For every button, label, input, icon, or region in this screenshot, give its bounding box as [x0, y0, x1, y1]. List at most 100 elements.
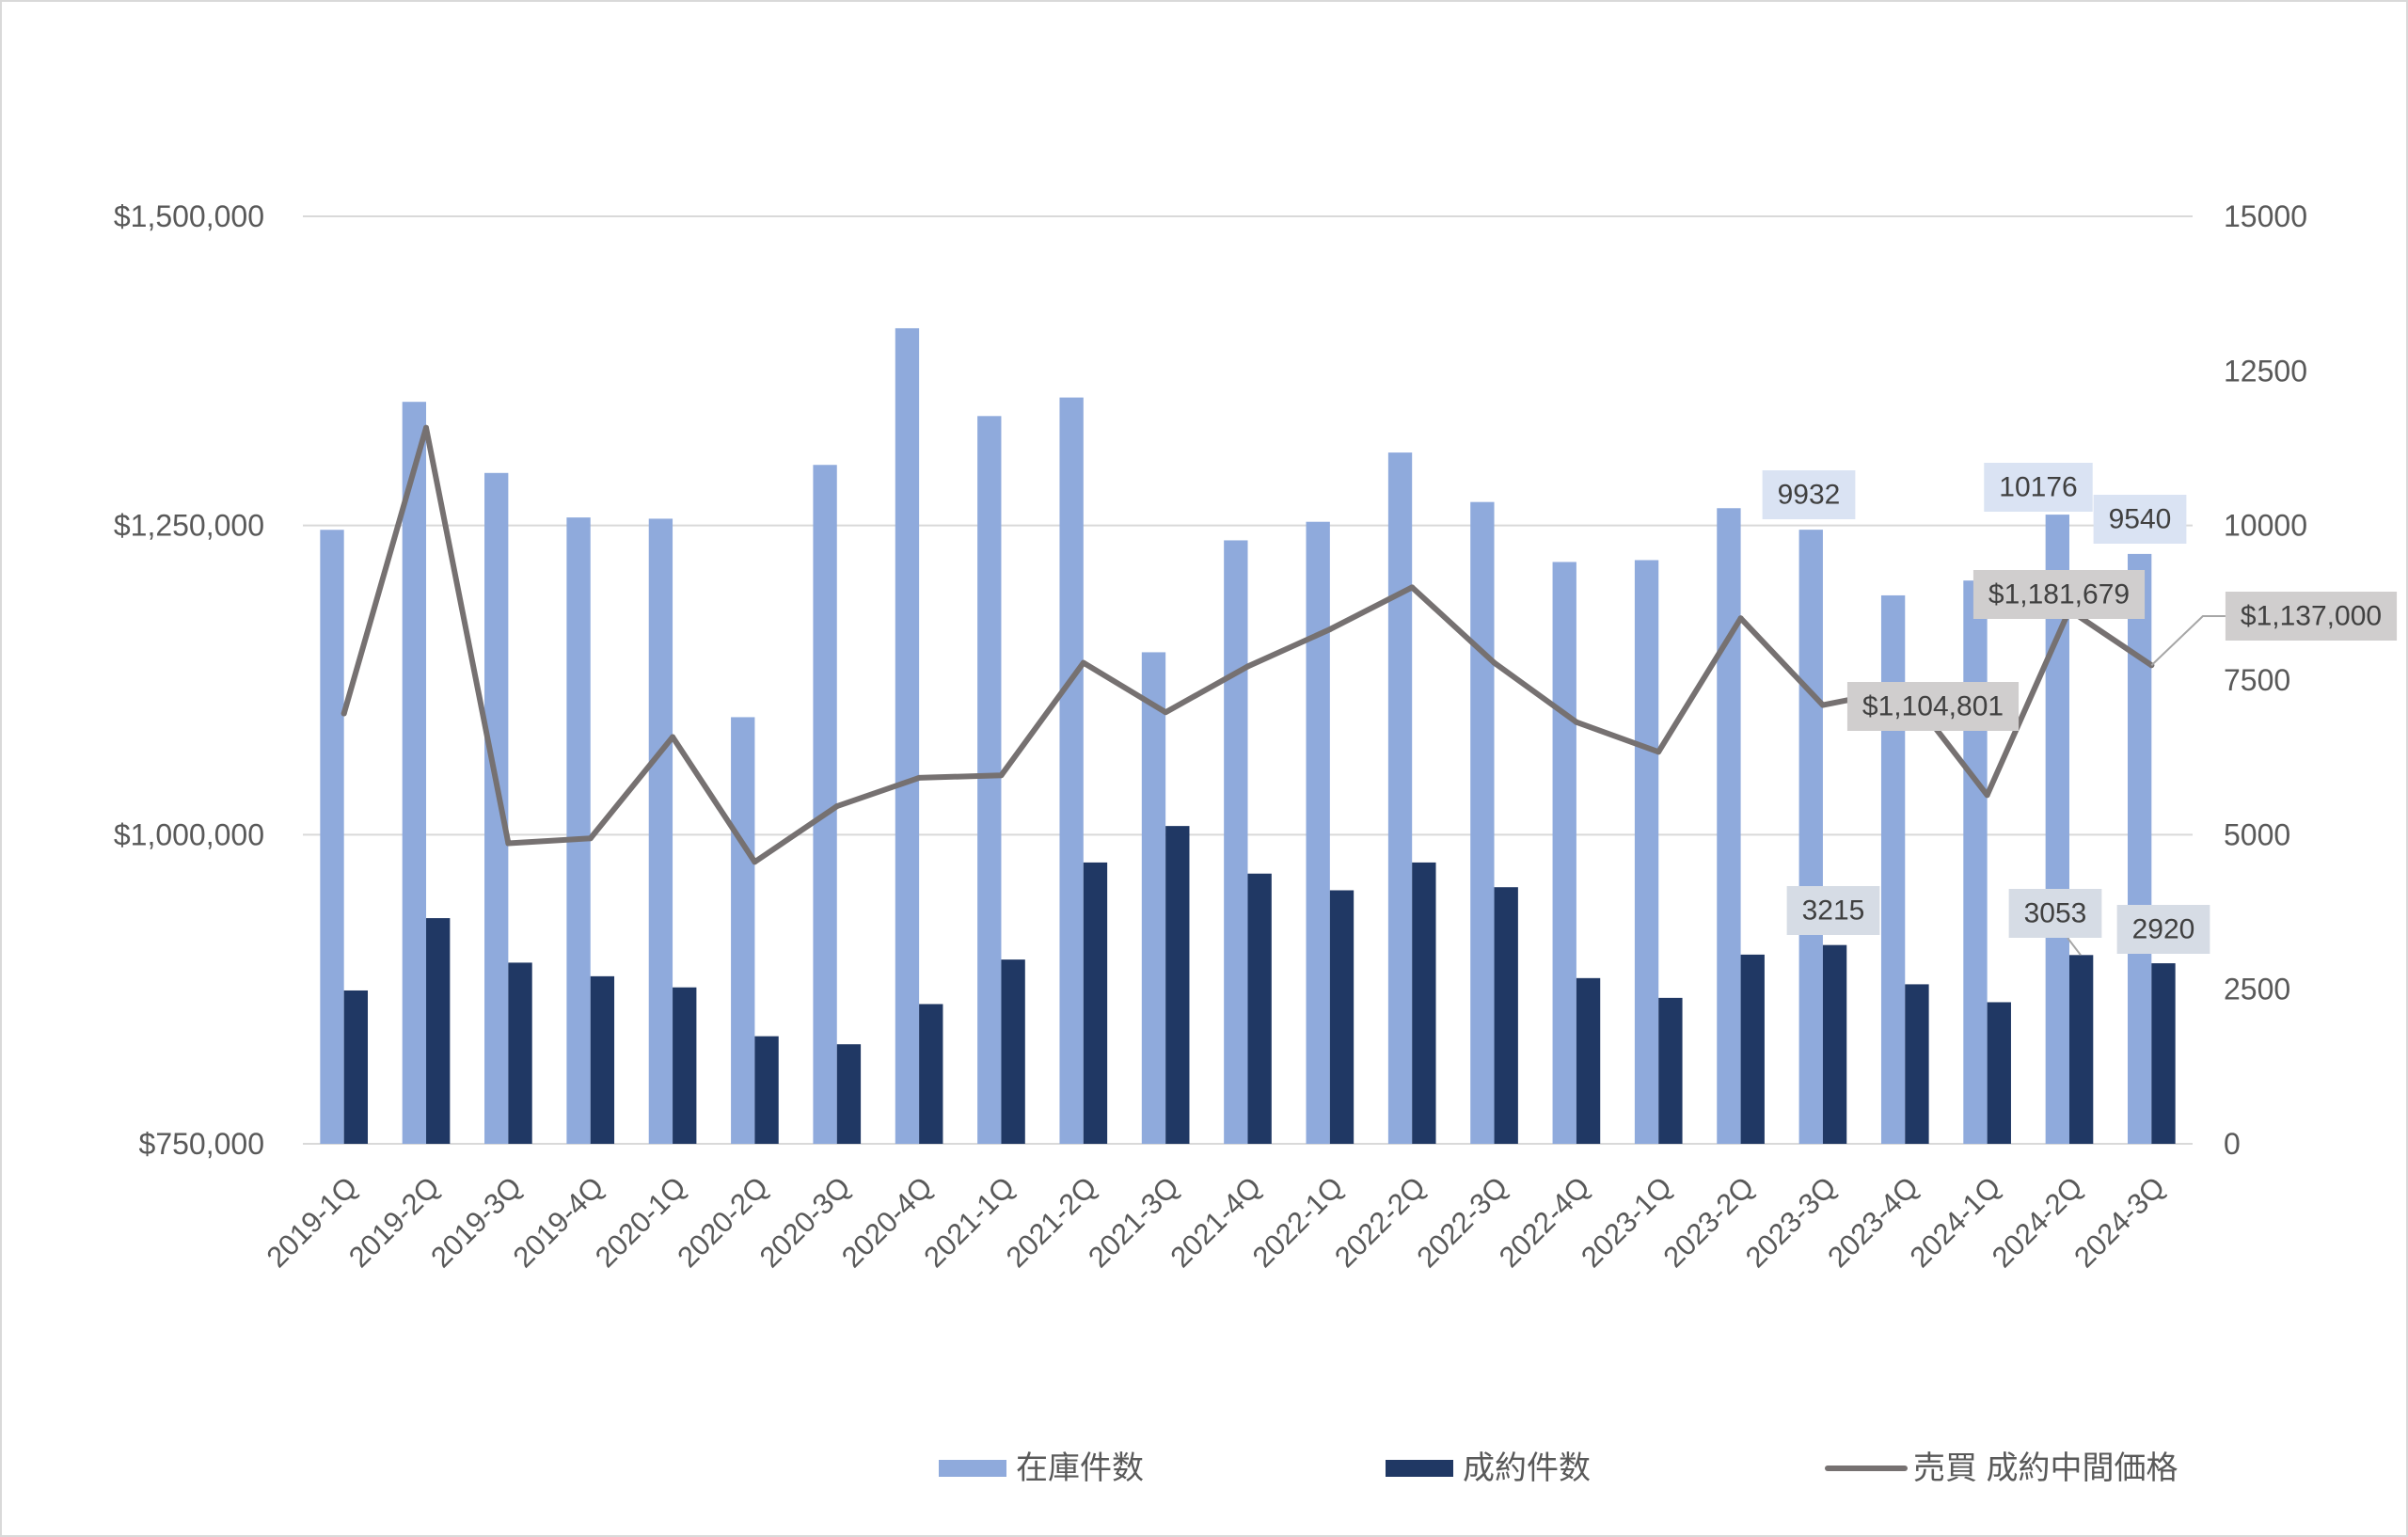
median-price-data-label-box — [1972, 570, 2146, 619]
inventory-count-data-label-text: 10176 — [1999, 472, 2077, 503]
closed-count-bar — [1822, 944, 1847, 1144]
inventory-count-bar — [1880, 594, 1906, 1144]
data-labels: 9932 10176 9540 3215 3053 2920 $1,104,801 $1,18… — [1762, 463, 2398, 954]
inventory-count-bar — [1634, 560, 1659, 1144]
inventory-count-data-label-box — [1762, 470, 1856, 519]
closed-count-bar — [673, 987, 697, 1144]
closed-count-bar — [508, 962, 532, 1144]
closed-count-bar — [1576, 977, 1601, 1144]
closed-count-bar — [1247, 873, 1272, 1144]
inventory-count-bar — [731, 717, 755, 1144]
median-price-point — [1656, 749, 1662, 755]
median-price-point — [1491, 659, 1497, 666]
inventory-count-data-label: 9540 — [2093, 495, 2187, 544]
median-price-point — [998, 772, 1005, 779]
data-label-leader-lines — [2067, 615, 2226, 956]
right-axis-tick-label: 5000 — [2224, 817, 2290, 851]
inventory-count-bar — [1224, 540, 1248, 1144]
median-price-point — [1163, 709, 1169, 716]
closed-count-data-label-text: 3053 — [2024, 898, 2087, 929]
closed-count-bar — [919, 1004, 943, 1144]
inventory-count-bar — [2127, 553, 2152, 1144]
median-price-data-label: $1,104,801 — [1846, 682, 2020, 731]
inventory-count-data-label: 10176 — [1984, 463, 2093, 512]
right-axis-tick-label: 10000 — [2224, 509, 2307, 543]
median-price-data-label-text: $1,181,679 — [1988, 579, 2130, 610]
closed-count-bar — [836, 1044, 862, 1144]
closed-count-data-label-box — [2116, 905, 2210, 954]
median-price-point — [1984, 792, 1990, 799]
closed-count-bar — [1905, 984, 1929, 1144]
inventory-count-bar — [320, 530, 344, 1144]
inventory-count-bar — [1552, 562, 1576, 1144]
median-price-point — [833, 803, 840, 810]
closed-count-data-label: 3053 — [2008, 889, 2102, 938]
inventory-count-bar — [1717, 508, 1741, 1144]
closed-count-data-label-text: 2920 — [2132, 914, 2195, 945]
legend-label-inventory-count: 在庫件数 — [1016, 1450, 1144, 1486]
median-price-data-label-text: $1,137,000 — [2241, 601, 2382, 632]
median-price-data-label-box — [1846, 682, 2020, 731]
inventory-count-bar — [648, 518, 673, 1144]
median-price-data-label-text: $1,104,801 — [1862, 691, 2004, 722]
inventory-count-bar — [895, 327, 920, 1145]
left-value-axis: $750,000 $1,000,000 $1,250,000 $1,500,000 — [114, 199, 264, 1161]
median-price-point — [1737, 615, 1744, 622]
legend-item-closed-count: 成約件数 — [1386, 1450, 1591, 1486]
closed-count-bar — [2068, 955, 2094, 1144]
closed-count-data-label-text: 3215 — [1802, 895, 1865, 927]
right-axis-tick-label: 2500 — [2224, 973, 2290, 1006]
left-axis-tick-label: $1,500,000 — [114, 199, 264, 233]
legend: 在庫件数 成約件数 売買 成約中間価格 — [939, 1450, 2178, 1486]
left-axis-tick-label: $1,250,000 — [114, 509, 264, 543]
inventory-count-data-label-box — [1984, 463, 2093, 512]
closed-count-data-label-box — [2008, 889, 2102, 938]
median-price-point — [1244, 663, 1251, 670]
inventory-count-bar — [1059, 397, 1084, 1145]
legend-label-closed-count: 成約件数 — [1463, 1450, 1591, 1486]
closed-count-leader-line — [2067, 937, 2082, 956]
closed-count-data-label: 3215 — [1786, 886, 1880, 935]
inventory-count-data-label: 9932 — [1762, 470, 1856, 519]
left-axis-tick-label: $750,000 — [139, 1127, 264, 1161]
legend-swatch-inventory-count — [939, 1460, 1006, 1477]
inventory-count-data-label-box — [2093, 495, 2187, 544]
legend-swatch-closed-count — [1386, 1460, 1453, 1477]
right-value-axis: 0 2500 5000 7500 10000 12500 15000 — [2224, 199, 2307, 1161]
legend-label-median-price: 売買 成約中間価格 — [1913, 1450, 2178, 1486]
closed-count-bar — [1329, 890, 1354, 1144]
median-price-data-label: $1,181,679 — [1972, 570, 2146, 619]
left-axis-tick-label: $1,000,000 — [114, 817, 264, 851]
median-price-point — [752, 859, 758, 865]
inventory-count-data-label-text: 9540 — [2109, 504, 2172, 535]
closed-count-bar — [1412, 862, 1436, 1144]
closed-count-bar — [343, 990, 369, 1144]
median-price-point — [341, 710, 347, 717]
median-price-data-label-box — [2225, 592, 2398, 641]
legend-item-inventory-count: 在庫件数 — [939, 1450, 1144, 1486]
median-price-point — [1080, 659, 1086, 666]
inventory-count-bar — [484, 472, 509, 1144]
inventory-count-data-label-text: 9932 — [1778, 480, 1841, 511]
closed-count-bar — [1494, 887, 1518, 1144]
inventory-count-bar — [1141, 652, 1166, 1144]
median-price-point — [1819, 702, 1826, 708]
inventory-count-bar — [402, 402, 427, 1144]
closed-count-bar — [590, 975, 615, 1144]
median-price-point — [587, 835, 594, 842]
closed-count-bar — [754, 1036, 779, 1144]
right-axis-tick-label: 15000 — [2224, 199, 2307, 233]
inventory-count-bar — [1306, 521, 1330, 1144]
median-price-point — [1326, 626, 1333, 633]
closed-count-bar — [1987, 1002, 2011, 1144]
closed-count-bar — [1658, 997, 1683, 1144]
median-price-point — [670, 734, 676, 740]
median-price-point — [423, 424, 430, 431]
inventory-count-bar — [1798, 530, 1823, 1144]
right-axis-tick-label: 12500 — [2224, 354, 2307, 388]
closed-count-bar — [2151, 963, 2176, 1144]
median-price-leader-line — [2150, 615, 2226, 666]
median-price-data-label: $1,137,000 — [2225, 592, 2398, 641]
